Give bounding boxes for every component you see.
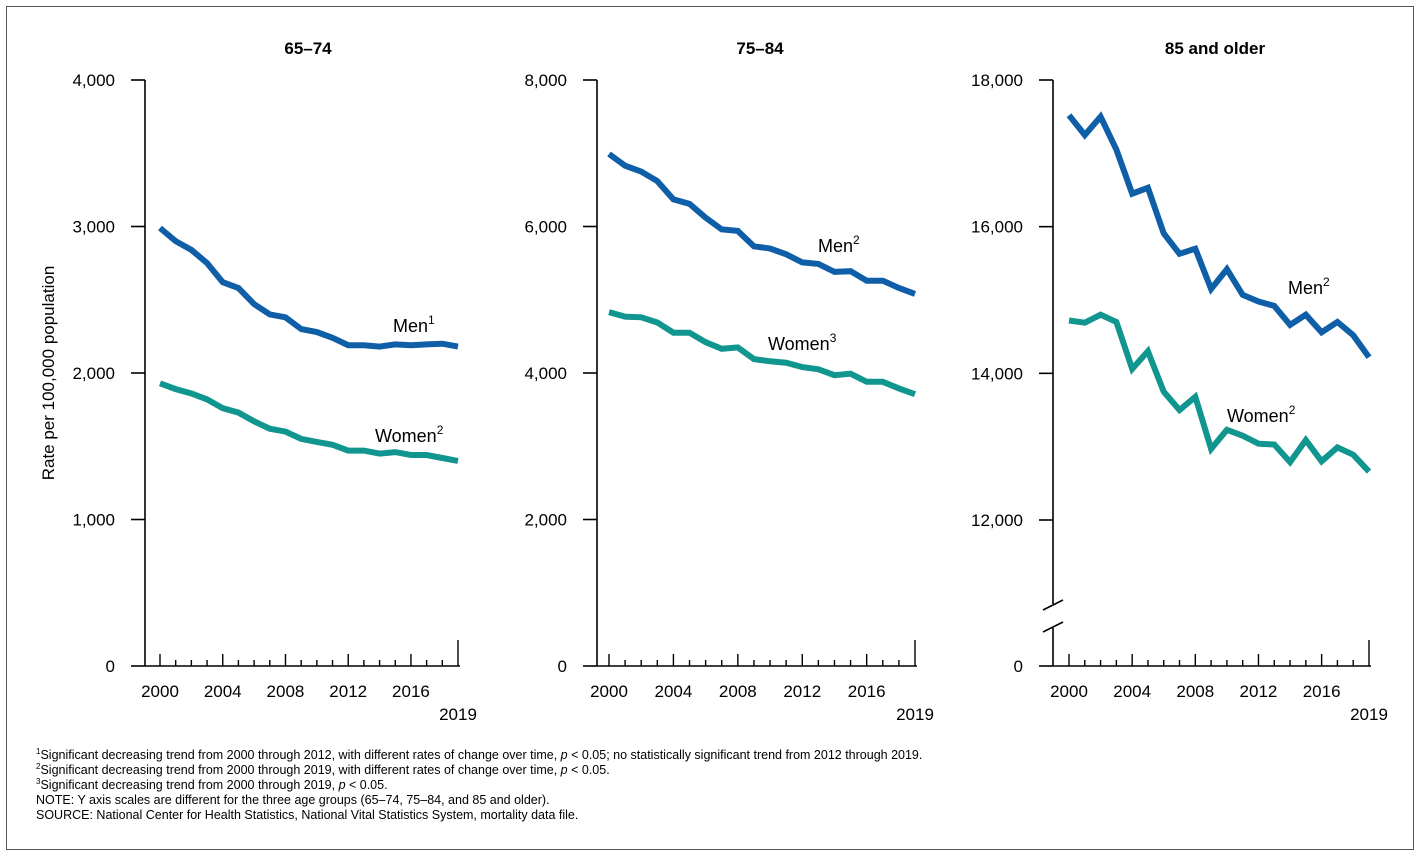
axis-break-mark	[1042, 599, 1064, 611]
series-line-men	[158, 225, 459, 350]
series-label-footnote: 2	[853, 233, 860, 247]
x-tick-label: 2019	[1350, 705, 1388, 724]
x-tick-label: 2012	[1240, 682, 1278, 701]
figure-frame	[6, 6, 1414, 850]
x-tick-label: 2016	[392, 682, 430, 701]
series-label-footnote: 2	[1323, 275, 1330, 289]
y-tick-label: 4,000	[72, 71, 115, 90]
panel-title: 85 and older	[1165, 39, 1266, 58]
footnote-1-text-a: Significant decreasing trend from 2000 t…	[40, 748, 561, 762]
series-label-footnote: 3	[830, 331, 837, 345]
y-axis-title: Rate per 100,000 population	[39, 266, 58, 481]
note-text: NOTE: Y axis scales are different for th…	[36, 793, 550, 807]
footnote-1-p: p	[560, 748, 568, 762]
footnote-2-p: p	[560, 763, 568, 777]
x-tick-label: 2000	[1050, 682, 1088, 701]
series-label-name: Men	[1288, 278, 1323, 298]
y-tick-label: 12,000	[971, 511, 1023, 530]
panel-title: 75–84	[736, 39, 784, 58]
series-line-men	[1066, 111, 1372, 359]
footnotes: 1Significant decreasing trend from 2000 …	[36, 746, 1396, 823]
series-line-women	[608, 309, 917, 398]
series-label-name: Men	[818, 236, 853, 256]
y-tick-label: 1,000	[72, 511, 115, 530]
x-tick-label: 2008	[267, 682, 305, 701]
footnote-3-mark: 3	[36, 776, 41, 786]
series-label-footnote: 2	[1289, 403, 1296, 417]
x-tick-label: 2004	[655, 682, 693, 701]
series-label-name: Women	[375, 426, 437, 446]
series-label-women: Women2	[1227, 403, 1296, 426]
footnote-3: 3Significant decreasing trend from 2000 …	[36, 776, 1396, 793]
x-tick-label: 2008	[719, 682, 757, 701]
series-label-men: Men2	[818, 233, 860, 256]
series-label-name: Men	[393, 316, 428, 336]
chart-panel-3: 85 and older 0 12,000 14,000 16,000 18,000 200…	[971, 39, 1388, 724]
x-tick-label: 2016	[1303, 682, 1341, 701]
y-tick-label: 16,000	[971, 218, 1023, 237]
chart-panel-1: 65–74 0 1,000 2,000 3,000 4,000 2000 2004 2008 20…	[39, 39, 477, 724]
x-tick-label: 2004	[1113, 682, 1151, 701]
series-label-name: Women	[1227, 406, 1289, 426]
y-tick-label: 0	[558, 657, 567, 676]
series-label-footnote: 1	[428, 313, 435, 327]
footnote-2-mark: 2	[36, 761, 41, 771]
footnote-2: 2Significant decreasing trend from 2000 …	[36, 761, 1396, 778]
series-label-women: Women3	[768, 331, 837, 354]
series-line-women	[1068, 311, 1372, 474]
x-tick-label: 2016	[848, 682, 886, 701]
x-tick-label: 2000	[590, 682, 628, 701]
footnote-2-text-b: < 0.05.	[567, 763, 610, 777]
y-tick-label: 0	[106, 657, 115, 676]
y-tick-label: 2,000	[524, 511, 567, 530]
series-label-footnote: 2	[437, 423, 444, 437]
chart-panel-2: 75–84 0 2,000 4,000 6,000 8,000 2000 2004 2008 20…	[524, 39, 933, 724]
x-tick-label: 2019	[896, 705, 934, 724]
y-tick-label: 6,000	[524, 218, 567, 237]
x-tick-label: 2012	[329, 682, 367, 701]
y-tick-label: 2,000	[72, 364, 115, 383]
panel-title: 65–74	[284, 39, 332, 58]
series-line-women	[158, 380, 459, 464]
x-tick-label: 2019	[439, 705, 477, 724]
series-line-men	[607, 151, 917, 297]
y-tick-label: 3,000	[72, 218, 115, 237]
series-label-women: Women2	[375, 423, 444, 446]
y-tick-label: 0	[1014, 657, 1023, 676]
axis-break-mark	[1042, 621, 1064, 633]
x-tick-label: 2000	[141, 682, 179, 701]
footnote-3-text-a: Significant decreasing trend from 2000 t…	[40, 778, 339, 792]
y-tick-label: 8,000	[524, 71, 567, 90]
x-tick-label: 2012	[783, 682, 821, 701]
y-tick-label: 14,000	[971, 364, 1023, 383]
series-label-men: Men2	[1288, 275, 1330, 298]
x-tick-label: 2004	[204, 682, 242, 701]
y-tick-label: 4,000	[524, 364, 567, 383]
footnote-3-text-b: < 0.05.	[345, 778, 388, 792]
series-label-name: Women	[768, 334, 830, 354]
footnote-1: 1Significant decreasing trend from 2000 …	[36, 746, 1396, 763]
footnote-3-p: p	[338, 778, 346, 792]
source-text: SOURCE: National Center for Health Stati…	[36, 808, 579, 822]
x-tick-label: 2008	[1176, 682, 1214, 701]
footnote-1-mark: 1	[36, 746, 41, 756]
footnote-1-text-b: < 0.05; no statistically significant tre…	[567, 748, 923, 762]
y-tick-label: 18,000	[971, 71, 1023, 90]
series-label-men: Men1	[393, 313, 435, 336]
footnote-2-text-a: Significant decreasing trend from 2000 t…	[40, 763, 561, 777]
